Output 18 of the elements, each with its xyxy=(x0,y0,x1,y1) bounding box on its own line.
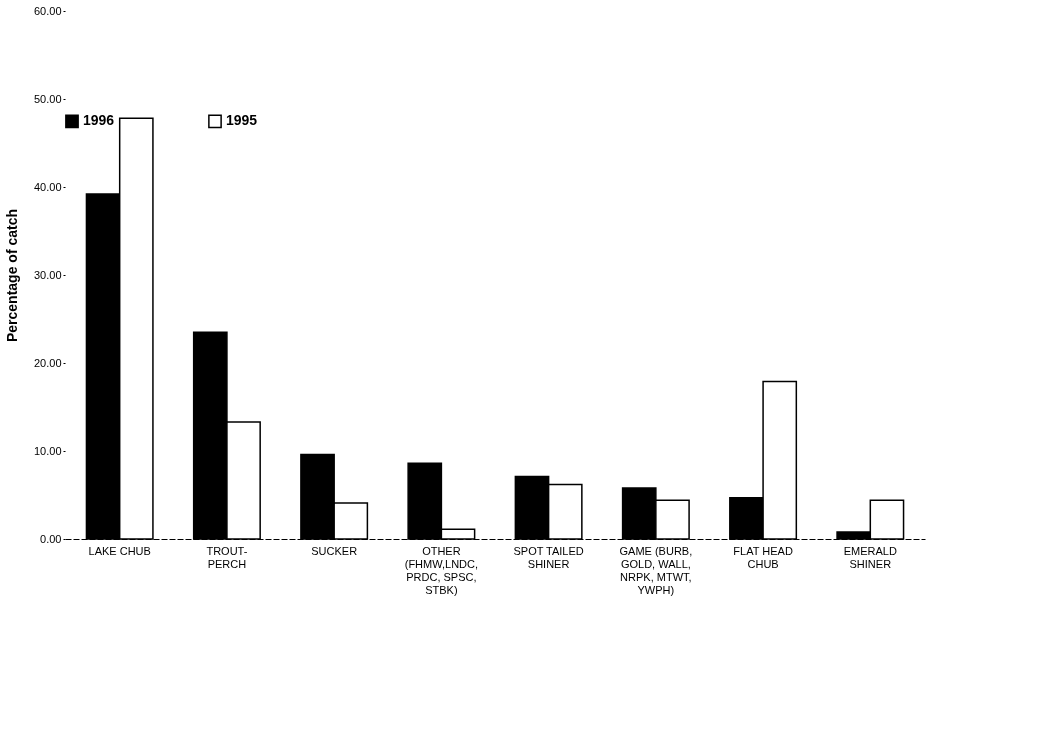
y-tick-label: 40.00 xyxy=(33,180,62,193)
y-axis-title: Percentage of catch xyxy=(3,208,20,343)
x-tick-label: OTHER (FHMW,LNDC, PRDC, SPSC, STBK) xyxy=(404,544,479,596)
x-tick-label: SUCKER xyxy=(311,544,358,557)
x-tick-label: LAKE CHUB xyxy=(88,544,151,557)
y-tick-label: 20.00 xyxy=(33,356,62,369)
x-tick-label: GAME (BURB, GOLD, WALL, NRPK, MTWT, YWPH) xyxy=(619,544,693,596)
x-tick-label: FLAT HEAD CHUB xyxy=(733,544,793,570)
x-tick-label: SPOT TAILED SHINER xyxy=(513,544,584,570)
y-tick-label: 10.00 xyxy=(33,444,62,457)
legend-label: 1996 xyxy=(83,112,115,129)
y-tick-label: 30.00 xyxy=(33,268,62,281)
x-tick-label: TROUT- PERCH xyxy=(206,544,248,570)
y-tick-label: 0.00 xyxy=(40,532,62,545)
y-tick-label: 60.00 xyxy=(33,4,62,17)
x-tick-label: EMERALD SHINER xyxy=(843,544,897,570)
legend-label: 1995 xyxy=(226,112,258,129)
y-tick-label: 50.00 xyxy=(33,92,62,105)
